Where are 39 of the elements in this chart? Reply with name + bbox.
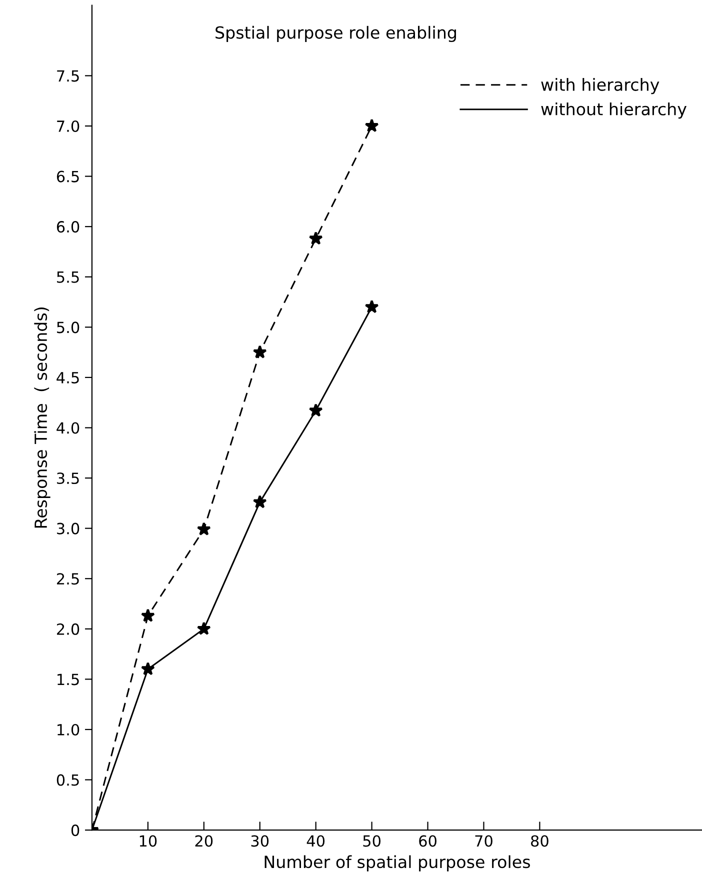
y-axis-title: Response Time ( seconds) <box>34 308 50 528</box>
y-tick-label: 6.0 <box>56 221 80 233</box>
point <box>252 494 267 508</box>
y-tick-label: 2.5 <box>56 573 79 585</box>
x-tick-label: 10 <box>140 835 157 847</box>
y-tick-label: 7.5 <box>57 70 79 82</box>
y-tick-label: 0.5 <box>56 774 79 786</box>
point <box>252 345 267 358</box>
point <box>364 118 379 132</box>
point <box>140 608 155 622</box>
y-tick-label: 6.5 <box>56 170 79 182</box>
legend-label: with hierarchy <box>541 78 660 94</box>
y-tick-label: 3.5 <box>57 472 79 484</box>
point <box>140 662 155 676</box>
x-tick-label: 50 <box>363 835 380 847</box>
y-tick-label: 2.0 <box>56 623 80 635</box>
x-axis-title: Number of spatial purpose roles <box>264 855 530 872</box>
x-tick-label: 40 <box>306 835 325 847</box>
x-tick-label: 30 <box>251 835 269 847</box>
legend-label: without hierarchy <box>541 102 687 119</box>
x-tick-label: 60 <box>419 835 436 847</box>
x-tick-label: 70 <box>475 835 492 847</box>
point <box>196 622 211 636</box>
y-tick-label: 0 <box>71 824 80 836</box>
y-tick-label: 1.5 <box>58 674 79 686</box>
point <box>308 403 323 417</box>
point <box>364 300 379 314</box>
y-tick-label: 5.0 <box>57 322 80 334</box>
y-tick-label: 3.0 <box>57 522 80 534</box>
point <box>308 231 323 245</box>
y-tick-label: 1.0 <box>58 724 80 736</box>
x-tick-label: 80 <box>531 835 548 847</box>
y-tick-label: 5.5 <box>57 272 79 283</box>
y-tick-label: 7.0 <box>57 120 80 132</box>
point <box>196 522 211 536</box>
y-tick-label: 4.0 <box>56 422 80 434</box>
text: Spstial purpose role enabling <box>216 26 456 42</box>
y-tick-label: 4.5 <box>56 372 79 384</box>
x-tick-label: 20 <box>195 835 213 847</box>
